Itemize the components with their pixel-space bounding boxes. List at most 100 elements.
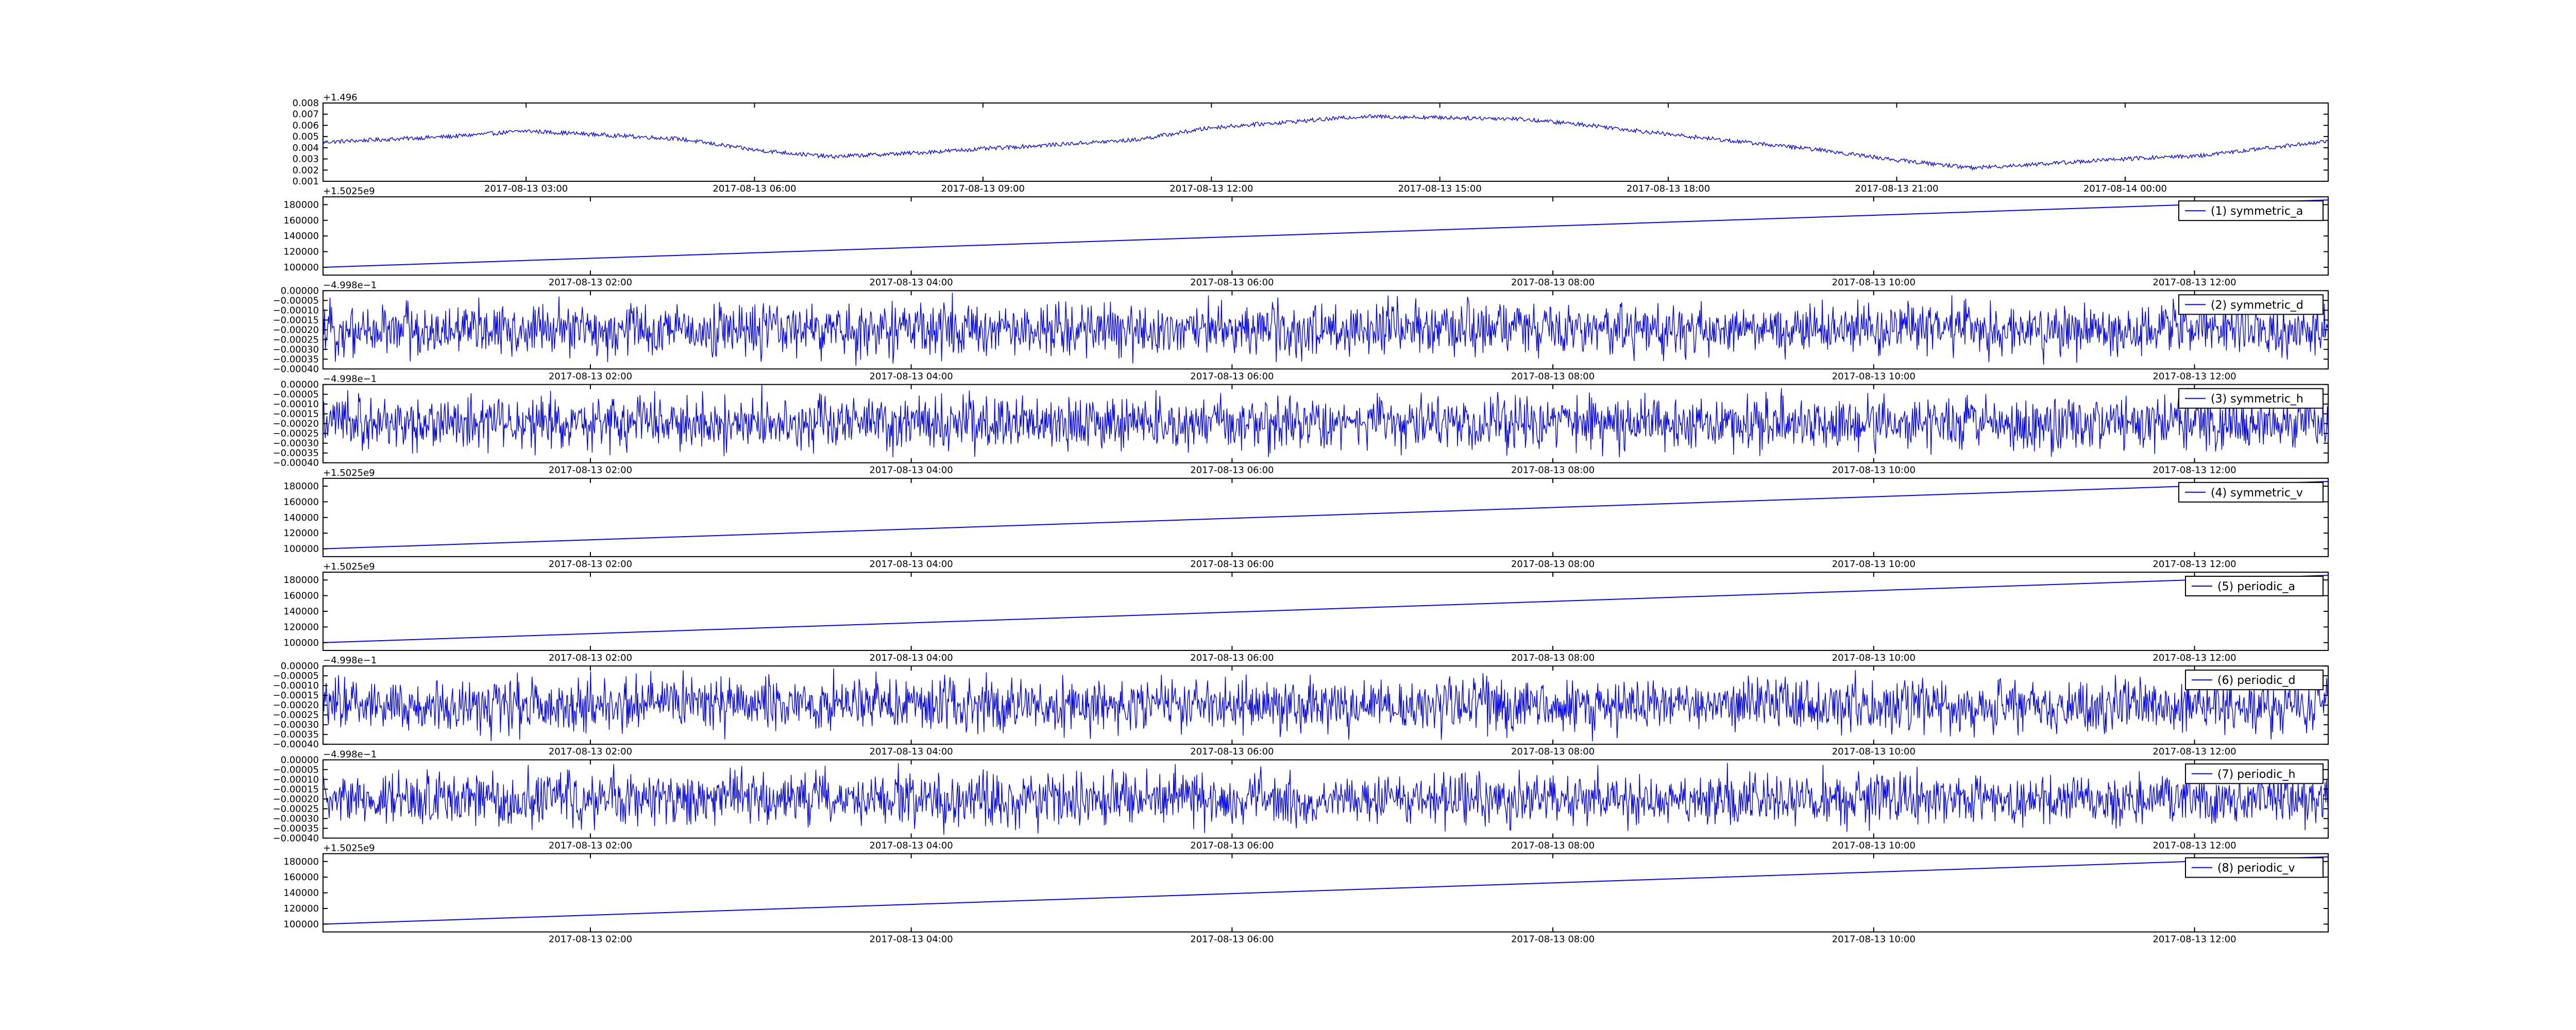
y-tick-label: −0.00040 bbox=[273, 833, 319, 844]
y-tick-label: −0.00015 bbox=[273, 409, 319, 420]
y-tick-label: −0.00010 bbox=[273, 680, 319, 691]
y-tick-label: −0.00035 bbox=[273, 448, 319, 459]
x-tick-label: 2017-08-13 10:00 bbox=[1832, 277, 1916, 288]
y-tick-label: −0.00030 bbox=[273, 813, 319, 824]
x-tick-label: 2017-08-13 08:00 bbox=[1511, 746, 1595, 757]
y-tick-label: 160000 bbox=[283, 872, 319, 883]
series-line bbox=[323, 668, 2329, 742]
x-tick-label: 2017-08-13 08:00 bbox=[1511, 277, 1595, 288]
panel-1: 180000 160000 140000 120000 100000 2017-08-13… bbox=[283, 186, 2329, 288]
y-offset-label: +1.5025e9 bbox=[323, 561, 375, 572]
y-tick-label: −0.00010 bbox=[273, 774, 319, 785]
panel-5: 180000 160000 140000 120000 100000 2017-08-13… bbox=[283, 561, 2329, 663]
y-tick-label: 160000 bbox=[283, 496, 319, 507]
x-tick-label: 2017-08-13 02:00 bbox=[549, 277, 632, 288]
axes-frame bbox=[323, 572, 2329, 651]
x-tick-label: 2017-08-13 12:00 bbox=[2153, 934, 2236, 945]
x-tick-label: 2017-08-13 06:00 bbox=[1190, 559, 1274, 570]
y-tick-label: 0.00000 bbox=[281, 661, 319, 672]
series-line bbox=[323, 113, 2329, 171]
series-line bbox=[323, 763, 2329, 835]
y-tick-label: 120000 bbox=[283, 903, 319, 914]
legend: (4) symmetric_v bbox=[2178, 482, 2324, 503]
x-tick-label: 2017-08-13 02:00 bbox=[549, 559, 632, 570]
y-tick-label: 140000 bbox=[283, 512, 319, 523]
y-tick-label: −0.00030 bbox=[273, 719, 319, 730]
legend-label: (6) periodic_d bbox=[2217, 674, 2295, 687]
series-line bbox=[323, 384, 2329, 458]
x-tick-label: 2017-08-13 21:00 bbox=[1855, 183, 1938, 194]
x-tick-label: 2017-08-13 02:00 bbox=[549, 934, 632, 945]
y-tick-label: −0.00030 bbox=[273, 344, 319, 355]
legend-label: (1) symmetric_a bbox=[2211, 205, 2303, 218]
legend: (6) periodic_d bbox=[2185, 670, 2324, 691]
y-tick-label: −0.00005 bbox=[273, 389, 319, 400]
x-tick-label: 2017-08-13 10:00 bbox=[1832, 559, 1916, 570]
x-tick-label: 2017-08-13 04:00 bbox=[870, 465, 953, 476]
y-tick-label: 0.001 bbox=[292, 176, 319, 187]
y-tick-label: 0.007 bbox=[292, 109, 319, 120]
y-tick-label: 0.006 bbox=[292, 120, 319, 131]
x-tick-label: 2017-08-13 02:00 bbox=[549, 746, 632, 757]
y-tick-label: −0.00005 bbox=[273, 295, 319, 306]
legend: (7) periodic_h bbox=[2185, 763, 2324, 784]
panel-6: 0.00000−0.00005−0.00010−0.00015−0.00020−… bbox=[273, 655, 2329, 757]
axes-frame bbox=[323, 853, 2329, 933]
axes-frame bbox=[323, 290, 2329, 370]
y-tick-label: −0.00030 bbox=[273, 438, 319, 449]
x-tick-label: 2017-08-13 06:00 bbox=[713, 183, 796, 194]
y-offset-label: −4.998e−1 bbox=[323, 374, 377, 385]
x-tick-label: 2017-08-13 04:00 bbox=[870, 371, 953, 382]
y-tick-label: 180000 bbox=[283, 575, 319, 586]
x-tick-label: 2017-08-13 08:00 bbox=[1511, 840, 1595, 851]
axes-frame bbox=[323, 102, 2329, 182]
legend-label: (5) periodic_a bbox=[2217, 580, 2295, 593]
x-tick-label: 2017-08-13 08:00 bbox=[1511, 465, 1595, 476]
y-tick-label: −0.00015 bbox=[273, 784, 319, 795]
x-tick-label: 2017-08-13 15:00 bbox=[1398, 183, 1482, 194]
legend-label: (2) symmetric_d bbox=[2211, 299, 2303, 312]
x-tick-label: 2017-08-13 12:00 bbox=[2153, 277, 2236, 288]
y-offset-label: −4.998e−1 bbox=[323, 655, 377, 666]
y-tick-label: −0.00025 bbox=[273, 803, 319, 814]
y-offset-label: +1.496 bbox=[323, 92, 358, 103]
series-line bbox=[323, 575, 2329, 643]
x-tick-label: 2017-08-13 08:00 bbox=[1511, 559, 1595, 570]
panel-4: 180000 160000 140000 120000 100000 2017-08-13… bbox=[283, 468, 2329, 570]
y-tick-label: −0.00005 bbox=[273, 764, 319, 775]
axes-frame bbox=[323, 384, 2329, 464]
y-tick-label: 180000 bbox=[283, 481, 319, 492]
series-line bbox=[323, 293, 2329, 366]
y-tick-label: −0.00015 bbox=[273, 690, 319, 701]
x-tick-label: 2017-08-13 06:00 bbox=[1190, 277, 1274, 288]
x-tick-label: 2017-08-13 10:00 bbox=[1832, 371, 1916, 382]
x-tick-label: 2017-08-13 12:00 bbox=[1170, 183, 1253, 194]
x-tick-label: 2017-08-13 02:00 bbox=[549, 653, 632, 663]
series-line bbox=[323, 480, 2329, 550]
x-tick-label: 2017-08-13 12:00 bbox=[2153, 840, 2236, 851]
panel-2: 0.00000−0.00005−0.00010−0.00015−0.00020−… bbox=[273, 280, 2329, 382]
y-tick-label: 100000 bbox=[283, 638, 319, 648]
x-tick-label: 2017-08-13 04:00 bbox=[870, 934, 953, 945]
legend: (3) symmetric_h bbox=[2178, 388, 2324, 409]
x-tick-label: 2017-08-13 10:00 bbox=[1832, 465, 1916, 476]
x-tick-label: 2017-08-13 06:00 bbox=[1190, 934, 1274, 945]
y-tick-label: −0.00020 bbox=[273, 700, 319, 711]
y-tick-label: −0.00020 bbox=[273, 324, 319, 335]
legend-label: (8) periodic_v bbox=[2217, 862, 2295, 875]
y-tick-label: 140000 bbox=[283, 888, 319, 899]
y-tick-label: −0.00035 bbox=[273, 823, 319, 834]
y-tick-label: 0.008 bbox=[292, 98, 319, 109]
x-tick-label: 2017-08-13 04:00 bbox=[870, 277, 953, 288]
y-tick-label: 100000 bbox=[283, 919, 319, 930]
axes-frame bbox=[323, 477, 2329, 557]
x-tick-label: 2017-08-13 12:00 bbox=[2153, 371, 2236, 382]
y-tick-label: −0.00010 bbox=[273, 399, 319, 410]
x-tick-label: 2017-08-13 06:00 bbox=[1190, 653, 1274, 663]
x-tick-label: 2017-08-13 12:00 bbox=[2153, 653, 2236, 663]
x-tick-label: 2017-08-13 06:00 bbox=[1190, 746, 1274, 757]
x-tick-label: 2017-08-13 06:00 bbox=[1190, 465, 1274, 476]
x-tick-label: 2017-08-13 04:00 bbox=[870, 653, 953, 663]
panel-8: 180000 160000 140000 120000 100000 2017-08-13… bbox=[283, 843, 2329, 945]
